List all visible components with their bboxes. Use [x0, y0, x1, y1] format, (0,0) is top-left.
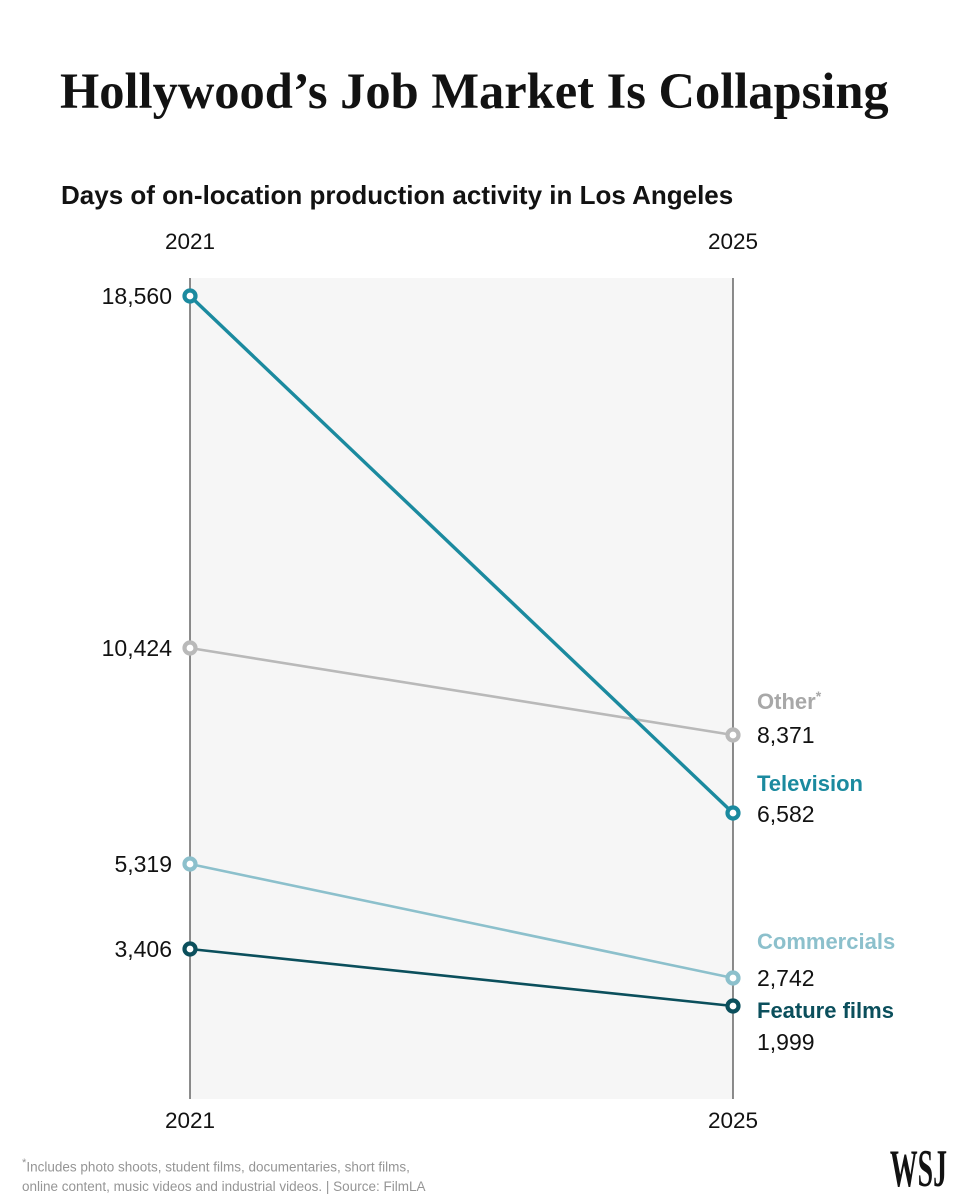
svg-text:3,406: 3,406 [114, 936, 172, 962]
svg-text:2021: 2021 [165, 1108, 215, 1133]
svg-text:Feature films: Feature films [757, 998, 894, 1023]
svg-text:18,560: 18,560 [102, 283, 172, 309]
svg-text:Other*: Other* [757, 688, 822, 714]
svg-text:8,371: 8,371 [757, 722, 815, 748]
svg-text:2025: 2025 [708, 1108, 758, 1133]
svg-text:2,742: 2,742 [757, 965, 815, 991]
svg-text:2025: 2025 [708, 229, 758, 254]
svg-text:6,582: 6,582 [757, 801, 815, 827]
svg-text:10,424: 10,424 [102, 635, 173, 661]
svg-text:5,319: 5,319 [114, 851, 172, 877]
svg-text:Commercials: Commercials [757, 929, 895, 954]
svg-text:1,999: 1,999 [757, 1029, 815, 1055]
svg-text:2021: 2021 [165, 229, 215, 254]
svg-text:Television: Television [757, 771, 863, 796]
